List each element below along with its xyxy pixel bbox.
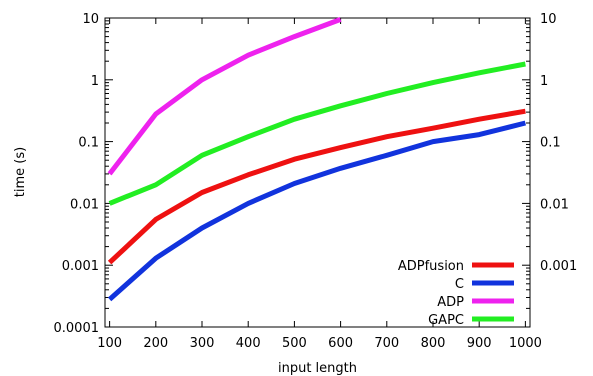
x-tick-label: 600	[328, 336, 353, 351]
y-axis-label: time (s)	[13, 147, 28, 197]
legend-label: ADP	[437, 295, 464, 310]
legend: ADPfusion C ADP GAPC	[398, 259, 514, 328]
legend-label: GAPC	[428, 313, 464, 328]
series-line-adpfusion	[107, 108, 526, 265]
x-tick-label: 700	[374, 336, 399, 351]
y-tick-label: 10	[82, 12, 99, 27]
legend-label: ADPfusion	[398, 259, 464, 274]
series-line-c	[107, 120, 527, 302]
x-tick-label: 300	[190, 336, 215, 351]
y-tick-label: 0.01	[70, 197, 99, 212]
right-y-tick-label: 0.001	[540, 259, 577, 274]
legend-label: C	[455, 277, 464, 292]
series-line-adp	[107, 17, 342, 176]
x-tick-label: 500	[282, 336, 307, 351]
y-tick-label: 1	[91, 74, 99, 89]
axis-ticks: 100 200 300 400 500 600 700 800 900 1000 0.0001 0.0…	[54, 12, 578, 351]
x-tick-label: 1000	[509, 336, 542, 351]
x-tick-label: 800	[421, 336, 446, 351]
series-layer	[107, 17, 527, 302]
x-tick-label: 900	[467, 336, 492, 351]
right-y-tick-label: 0.1	[540, 136, 561, 151]
plot-frame	[104, 17, 531, 328]
right-y-tick-label: 0.01	[540, 197, 569, 212]
y-tick-label: 0.001	[62, 259, 99, 274]
x-tick-label: 200	[143, 336, 168, 351]
y-tick-label: 0.1	[78, 136, 99, 151]
right-y-tick-label: 1	[540, 74, 548, 89]
x-axis-label: input length	[278, 361, 357, 376]
y-tick-label: 0.0001	[54, 321, 100, 336]
series-line-gapc	[108, 61, 526, 206]
x-tick-label: 100	[97, 336, 122, 351]
right-y-tick-label: 10	[540, 12, 557, 27]
x-tick-label: 400	[236, 336, 261, 351]
